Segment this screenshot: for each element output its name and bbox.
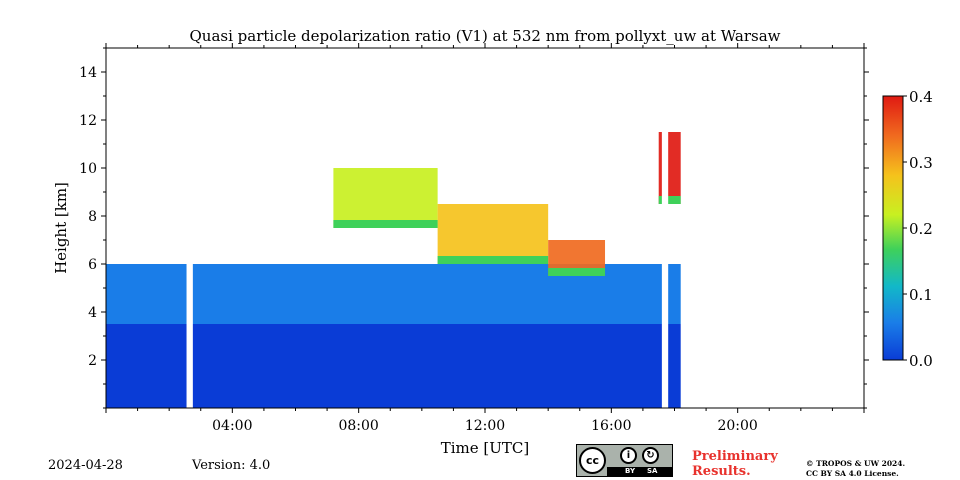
colorbar-tick-label: 0.1 <box>909 286 933 304</box>
colorbar-tick-label: 0.4 <box>909 88 933 106</box>
cc-sa-text: SA <box>647 467 658 475</box>
preliminary-line-2: Results. <box>692 464 751 479</box>
colorbar <box>882 95 904 361</box>
y-tick-label: 6 <box>88 257 97 273</box>
date-label: 2024-04-28 <box>48 458 123 473</box>
cloud-edge <box>333 220 438 228</box>
region-ice-cloud-layer-1 <box>333 168 438 228</box>
cc-icon: cc <box>579 447 606 474</box>
x-tick-label: 20:00 <box>717 418 757 434</box>
x-tick-label: 12:00 <box>465 418 505 434</box>
copyright-line-2: CC BY SA 4.0 License. <box>806 469 899 478</box>
cloud-edge <box>437 256 549 264</box>
share-alike-icon: ↻ <box>642 447 659 464</box>
y-tick-label: 8 <box>88 209 97 225</box>
y-axis-label: Height [km] <box>52 182 70 274</box>
copyright-note: © TROPOS & UW 2024. CC BY SA 4.0 License… <box>806 459 956 479</box>
cloud-edge <box>548 268 606 276</box>
cc-by-text: BY <box>625 467 636 475</box>
colorbar-tick-label: 0.2 <box>909 220 933 238</box>
x-tick-label: 04:00 <box>212 418 252 434</box>
plot-area <box>106 48 864 408</box>
axes: 04:00 08:00 12:00 16:00 20:00 2 4 6 8 10 12 14 <box>79 43 869 434</box>
region-ice-cloud-layer-2 <box>437 204 549 264</box>
cc-license-badge: cc i ↻ BY SA <box>576 444 673 477</box>
y-tick-label: 2 <box>88 353 97 369</box>
data-gap <box>661 48 669 408</box>
region-boundary-layer <box>106 324 681 408</box>
preliminary-line-1: Preliminary <box>692 449 778 464</box>
chart-title: Quasi particle depolarization ratio (V1)… <box>189 27 780 45</box>
x-tick-label: 08:00 <box>338 418 378 434</box>
no-data-area <box>680 48 864 408</box>
data-gap <box>186 48 193 408</box>
colorbar-tick-label: 0.0 <box>909 352 933 370</box>
attribution-icon: i <box>620 447 637 464</box>
y-tick-label: 12 <box>79 113 97 129</box>
x-axis-label: Time [UTC] <box>441 439 530 457</box>
colorbar-tick-label: 0.3 <box>909 154 933 172</box>
version-label: Version: 4.0 <box>192 458 271 473</box>
y-tick-label: 10 <box>79 161 97 177</box>
y-tick-label: 14 <box>79 65 97 81</box>
y-tick-label: 4 <box>88 305 97 321</box>
x-tick-label: 16:00 <box>591 418 631 434</box>
colorbar-ticks: 0.0 0.1 0.2 0.3 0.4 <box>903 88 933 370</box>
preliminary-note: Preliminary Results. <box>692 449 792 479</box>
copyright-line-1: © TROPOS & UW 2024. <box>806 459 906 468</box>
cloud-edge <box>658 196 681 204</box>
